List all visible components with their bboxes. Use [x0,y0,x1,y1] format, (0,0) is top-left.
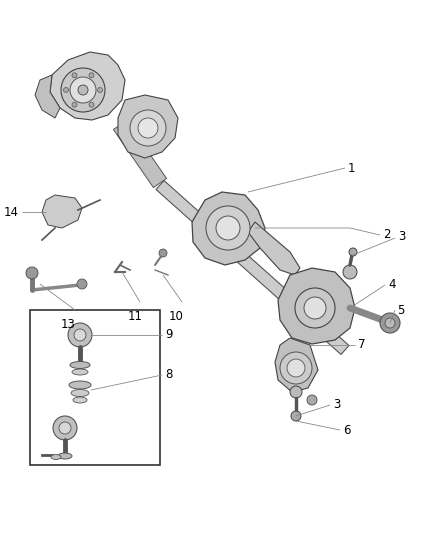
Circle shape [380,313,400,333]
Polygon shape [275,338,318,392]
Text: 3: 3 [398,230,406,244]
Text: 1: 1 [348,161,356,174]
Circle shape [72,73,77,78]
Ellipse shape [73,397,87,403]
Ellipse shape [51,455,61,459]
Ellipse shape [72,369,88,375]
Circle shape [74,329,86,341]
Circle shape [138,118,158,138]
Circle shape [304,297,326,319]
Circle shape [287,359,305,377]
Polygon shape [278,268,355,344]
Polygon shape [113,120,166,188]
Circle shape [280,352,312,384]
Text: 4: 4 [388,279,396,292]
Text: 13: 13 [60,318,75,331]
Polygon shape [156,181,349,354]
Text: 5: 5 [397,303,404,317]
Circle shape [307,395,317,405]
Circle shape [68,323,92,347]
Circle shape [64,87,68,93]
Circle shape [72,102,77,107]
Polygon shape [35,75,60,118]
Text: 10: 10 [169,310,184,323]
Ellipse shape [70,361,90,368]
Circle shape [70,77,96,103]
Circle shape [26,267,38,279]
Polygon shape [50,52,125,120]
Circle shape [53,416,77,440]
Circle shape [290,386,302,398]
Circle shape [98,87,102,93]
Polygon shape [118,95,178,158]
Circle shape [61,68,105,112]
Text: 6: 6 [343,424,350,437]
Circle shape [349,248,357,256]
Circle shape [206,206,250,250]
Circle shape [385,318,395,328]
Ellipse shape [58,453,72,459]
Polygon shape [192,192,265,265]
Circle shape [343,265,357,279]
Text: 9: 9 [165,328,173,342]
Polygon shape [248,222,300,275]
Circle shape [130,110,166,146]
Circle shape [59,422,71,434]
Text: 11: 11 [127,310,142,323]
Circle shape [78,85,88,95]
Text: 7: 7 [358,338,365,351]
Text: 2: 2 [383,229,391,241]
Circle shape [216,216,240,240]
Circle shape [291,411,301,421]
Ellipse shape [71,390,89,397]
Text: 8: 8 [165,367,173,381]
Circle shape [89,102,94,107]
Circle shape [159,249,167,257]
Polygon shape [42,195,82,228]
Text: 14: 14 [4,206,19,219]
Ellipse shape [69,381,91,389]
Text: 3: 3 [333,398,340,410]
Bar [30,310,160,465]
Circle shape [89,73,94,78]
Circle shape [77,279,87,289]
Circle shape [295,288,335,328]
